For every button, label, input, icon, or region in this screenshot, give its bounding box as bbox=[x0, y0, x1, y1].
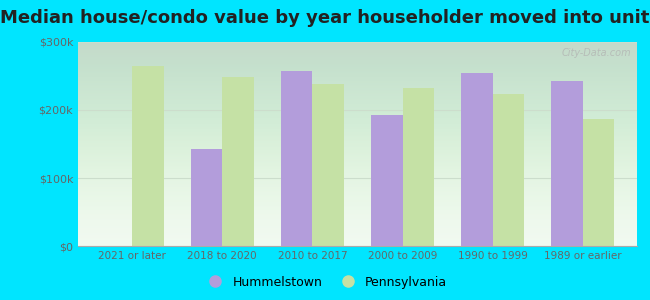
Bar bbox=[402, 88, 434, 246]
Bar bbox=[493, 94, 525, 246]
Bar bbox=[281, 70, 313, 246]
Bar bbox=[583, 119, 614, 246]
Text: City-Data.com: City-Data.com bbox=[562, 48, 631, 58]
Bar bbox=[371, 115, 402, 246]
Bar bbox=[462, 73, 493, 246]
Bar bbox=[222, 77, 254, 246]
Bar bbox=[313, 84, 344, 246]
Legend: Hummelstown, Pennsylvania: Hummelstown, Pennsylvania bbox=[198, 271, 452, 294]
Bar bbox=[551, 81, 583, 246]
Bar bbox=[132, 66, 164, 246]
Bar bbox=[190, 149, 222, 246]
Text: Median house/condo value by year householder moved into unit: Median house/condo value by year househo… bbox=[0, 9, 650, 27]
